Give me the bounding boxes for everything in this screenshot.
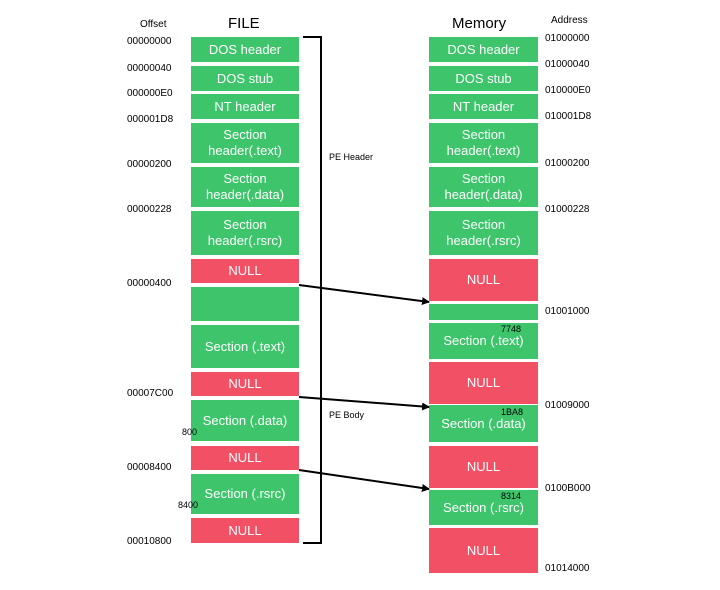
file-dos-header: DOS header	[191, 37, 299, 62]
file-section-header-text: Section header(.text)	[191, 123, 299, 163]
offset-label: 00010800	[127, 536, 172, 547]
memory-dos-stub: DOS stub	[429, 66, 538, 91]
memory-size-note: 7748	[501, 324, 522, 334]
memory-section-header-text: Section header(.text)	[429, 123, 538, 163]
address-label: 01000200	[545, 158, 590, 169]
offset-label: 00000200	[127, 159, 172, 170]
offset-label: 00000040	[127, 63, 172, 74]
address-label: 010000E0	[545, 85, 591, 96]
memory-section-header-rsrc: Section header(.rsrc)	[429, 211, 538, 255]
mapping-arrow-data	[298, 396, 430, 411]
address-label: 01001000	[545, 306, 590, 317]
file-null-padding: NULL	[191, 446, 299, 470]
file-section-header-data: Section header(.data)	[191, 167, 299, 207]
address-label: 01000228	[545, 204, 590, 215]
mapping-arrow-rsrc	[298, 469, 430, 492]
file-section-text: Section (.text)	[191, 325, 299, 368]
offset-label: 00000400	[127, 278, 172, 289]
file-nt-header: NT header	[191, 94, 299, 119]
memory-section-rsrc: Section (.rsrc)	[429, 490, 538, 525]
file-size-note: 800	[182, 427, 198, 437]
file-section-data: Section (.data)	[191, 400, 299, 441]
file-null-padding: NULL	[191, 259, 299, 283]
offset-label: 00000000	[127, 36, 172, 47]
pe-bracket	[303, 36, 322, 544]
address-column-header: Address	[551, 15, 588, 26]
file-null-padding: NULL	[191, 372, 299, 396]
memory-section-data: Section (.data)	[429, 405, 538, 442]
offset-label: 00000228	[127, 204, 172, 215]
offset-label: 00007C00	[127, 388, 174, 399]
address-label: 01014000	[545, 563, 590, 574]
memory-null-padding: NULL	[429, 446, 538, 488]
memory-nt-header: NT header	[429, 94, 538, 119]
file-null-padding: NULL	[191, 518, 299, 543]
address-label: 01000040	[545, 59, 590, 70]
address-label: 010001D8	[545, 111, 592, 122]
file-section-rsrc: Section (.rsrc)	[191, 474, 299, 514]
pe-body-label: PE Body	[329, 410, 365, 420]
memory-size-note: 1BA8	[501, 407, 524, 417]
memory-column-header: Memory	[452, 15, 507, 32]
offset-label: 00008400	[127, 462, 172, 473]
address-label: 01000000	[545, 33, 590, 44]
memory-null-padding: NULL	[429, 528, 538, 573]
file-size-note: 8400	[178, 500, 199, 510]
mapping-arrow-text	[298, 284, 430, 306]
file-section-header-rsrc: Section header(.rsrc)	[191, 211, 299, 255]
memory-null-padding: NULL	[429, 259, 538, 301]
memory-size-note: 8314	[501, 491, 522, 501]
memory-section-header-data: Section header(.data)	[429, 167, 538, 207]
offset-label: 000000E0	[127, 88, 173, 99]
file-column-header: FILE	[228, 15, 260, 32]
file-empty-block	[191, 287, 299, 321]
address-label: 0100B000	[545, 483, 591, 494]
pe-header-label: PE Header	[329, 152, 374, 162]
offset-column-header: Offset	[140, 19, 167, 30]
memory-null-padding: NULL	[429, 362, 538, 404]
address-label: 01009000	[545, 400, 590, 411]
memory-section-text: Section (.text)	[429, 323, 538, 359]
file-dos-stub: DOS stub	[191, 66, 299, 91]
memory-empty-block	[429, 304, 538, 320]
memory-dos-header: DOS header	[429, 37, 538, 62]
offset-label: 000001D8	[127, 114, 174, 125]
